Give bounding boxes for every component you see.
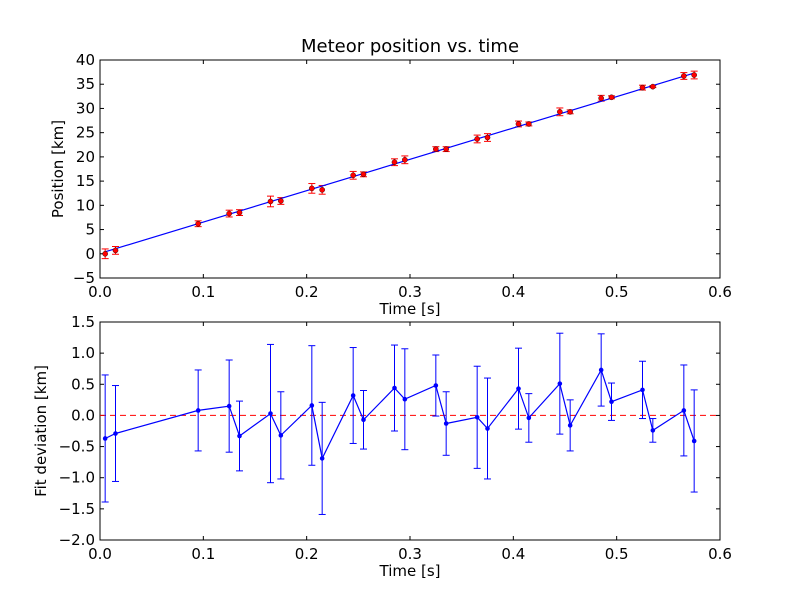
deviation-data-point xyxy=(402,396,408,402)
top-y-tick-label: 20 xyxy=(76,148,95,166)
deviation-data-point xyxy=(392,385,397,391)
deviation-data-point xyxy=(319,456,325,461)
deviation-data-point xyxy=(640,387,645,393)
deviation-data-point xyxy=(691,438,697,444)
position-data-point xyxy=(195,220,201,227)
top-x-tick-label: 0.3 xyxy=(398,283,422,301)
deviation-data-point xyxy=(598,367,604,373)
position-data-point xyxy=(557,109,563,115)
position-data-point xyxy=(226,210,232,217)
deviation-data-point xyxy=(195,408,201,413)
top-x-tick-label: 0.6 xyxy=(708,283,732,301)
deviation-line xyxy=(104,368,695,461)
deviation-data-point xyxy=(309,403,315,408)
top-y-tick-label: 10 xyxy=(76,196,95,214)
bottom-y-tick-label: −2.0 xyxy=(59,531,95,549)
top-y-tick-label: −5 xyxy=(73,269,95,287)
bottom-y-tick-label: −1.0 xyxy=(59,469,95,487)
bottom-y-tick-label: −0.5 xyxy=(59,438,95,456)
deviation-data-point xyxy=(485,426,490,431)
deviation-data-point xyxy=(443,421,449,426)
top-chart-y-label: Position [km] xyxy=(49,120,67,218)
deviation-data-point xyxy=(681,408,687,413)
bottom-axes-frame xyxy=(99,321,721,541)
deviation-data-point xyxy=(278,433,284,438)
position-data-point xyxy=(319,187,325,193)
position-data-point xyxy=(484,134,491,141)
position-data-point xyxy=(515,121,522,127)
top-chart-title: Meteor position vs. time xyxy=(301,36,519,57)
deviation-data-point xyxy=(226,403,232,409)
deviation-data-point xyxy=(268,411,273,416)
bottom-y-tick-label: 1.0 xyxy=(71,344,95,362)
top-y-tick-label: 40 xyxy=(76,51,95,69)
deviation-data-point xyxy=(102,436,108,441)
position-data-point xyxy=(650,83,656,90)
position-data-point xyxy=(267,198,274,205)
deviation-data-point xyxy=(557,381,563,386)
position-data-point xyxy=(350,172,356,179)
deviation-data-point xyxy=(526,415,532,421)
position-data-point xyxy=(391,159,398,166)
position-data-point xyxy=(360,171,367,178)
top-x-tick-label: 0.2 xyxy=(295,283,319,301)
top-x-tick-label: 0.0 xyxy=(88,283,112,301)
deviation-data-point xyxy=(350,393,356,398)
top-y-tick-label: 25 xyxy=(76,124,95,142)
position-data-point xyxy=(102,250,108,257)
bottom-y-tick-label: 1.5 xyxy=(71,313,95,331)
top-x-tick-label: 0.5 xyxy=(605,283,629,301)
position-data-point xyxy=(402,156,408,163)
bottom-chart-fit-deviation: Time [s] Fit deviation [km] 0.0 0.1 0.2 0.3… xyxy=(32,313,732,580)
bottom-x-tick-label: 0.3 xyxy=(398,545,422,563)
top-y-tick-label: 30 xyxy=(76,99,95,117)
position-data-point xyxy=(433,146,439,152)
deviation-data-point xyxy=(113,431,118,436)
position-data-point xyxy=(598,95,604,102)
bottom-x-tick-label: 0.2 xyxy=(295,545,319,563)
position-data-point xyxy=(474,136,480,142)
deviation-data-point xyxy=(609,399,614,405)
top-chart-position-vs-time: Meteor position vs. time Time [s] Positi… xyxy=(49,36,732,318)
position-data-point xyxy=(567,109,573,115)
bottom-chart-x-label: Time [s] xyxy=(379,562,441,580)
bottom-x-tick-label: 0.5 xyxy=(605,545,629,563)
bottom-y-tick-label: −1.5 xyxy=(59,500,95,518)
top-y-tick-label: 15 xyxy=(76,172,95,190)
deviation-data-point xyxy=(650,428,656,433)
position-data-point xyxy=(691,72,697,78)
position-data-point xyxy=(681,73,687,79)
deviation-data-point xyxy=(567,423,573,428)
position-data-point xyxy=(236,209,243,216)
position-data-point xyxy=(309,185,315,192)
bottom-x-tick-label: 0.1 xyxy=(191,545,215,563)
position-data-point xyxy=(112,247,119,254)
deviation-data-point xyxy=(474,414,480,420)
top-x-tick-label: 0.1 xyxy=(191,283,215,301)
position-data-point xyxy=(608,94,615,101)
bottom-x-tick-label: 0.0 xyxy=(88,545,112,563)
top-x-tick-label: 0.4 xyxy=(501,283,525,301)
bottom-x-tick-label: 0.6 xyxy=(708,545,732,563)
bottom-y-tick-label: 0.0 xyxy=(71,406,95,424)
deviation-data-point xyxy=(361,417,366,423)
top-chart-x-label: Time [s] xyxy=(379,300,441,318)
position-data-point xyxy=(443,146,449,152)
deviation-data-point xyxy=(516,386,521,391)
position-data-point xyxy=(278,198,284,204)
bottom-chart-y-label: Fit deviation [km] xyxy=(32,365,50,497)
linear-fit-line xyxy=(104,72,695,253)
position-data-point xyxy=(526,121,532,127)
deviation-data-point xyxy=(237,433,242,439)
bottom-y-tick-label: 0.5 xyxy=(71,375,95,393)
top-axes-frame xyxy=(99,59,721,279)
top-y-tick-label: 5 xyxy=(85,221,95,239)
position-data-point xyxy=(639,84,646,91)
top-y-tick-label: 0 xyxy=(85,245,95,263)
deviation-data-point xyxy=(433,383,439,388)
top-y-tick-label: 35 xyxy=(76,75,95,93)
bottom-x-tick-label: 0.4 xyxy=(501,545,525,563)
